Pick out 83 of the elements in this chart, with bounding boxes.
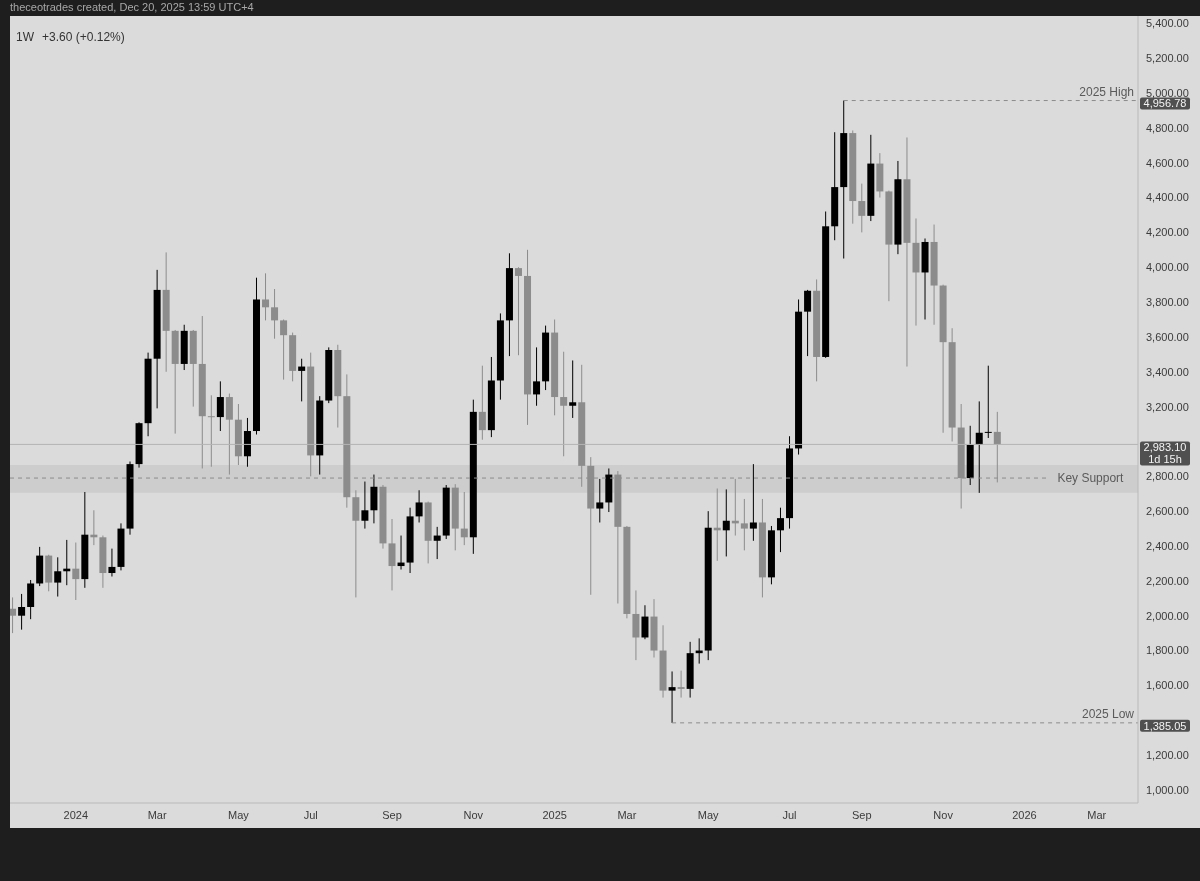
candlestick xyxy=(596,478,604,523)
ref-line-label: 2025 High xyxy=(1079,84,1134,99)
y-tick-label: 4,200.00 xyxy=(1146,226,1189,239)
y-tick-label: 3,200.00 xyxy=(1146,400,1189,413)
candlestick xyxy=(298,358,306,402)
x-tick-label: May xyxy=(228,808,250,821)
candlestick xyxy=(10,596,17,634)
ref-line-label: 2025 Low xyxy=(1081,706,1135,721)
y-tick-label: 3,400.00 xyxy=(1146,365,1189,378)
candlestick xyxy=(433,526,441,560)
x-tick-label: 2024 xyxy=(63,808,89,821)
text: theceotrades created, Dec 20, 2025 13:59 UTC+4 xyxy=(10,1,254,13)
candlestick xyxy=(388,518,396,591)
candlestick xyxy=(18,593,26,631)
y-tick-label: 2,000.00 xyxy=(1146,609,1189,622)
y-tick-label: 5,200.00 xyxy=(1146,52,1189,65)
x-tick-label: Jul xyxy=(782,808,797,821)
x-tick-label: 2025 xyxy=(542,808,567,821)
x-tick-label: Mar xyxy=(617,808,637,821)
candlestick xyxy=(108,548,116,577)
y-tick-label: 2,400.00 xyxy=(1146,539,1189,552)
candlestick xyxy=(984,365,992,439)
candlestick xyxy=(460,491,468,546)
candlestick xyxy=(975,400,983,494)
candlestick xyxy=(27,579,35,620)
candlestick xyxy=(641,604,649,640)
candlestick xyxy=(668,670,676,724)
y-tick-label: 2,200.00 xyxy=(1146,574,1189,587)
candlestick xyxy=(804,289,812,357)
candlestick xyxy=(262,272,270,321)
x-tick-label: Nov xyxy=(463,808,484,821)
y-tick-label: 5,400.00 xyxy=(1146,17,1189,30)
y-tick-label: 1,600.00 xyxy=(1146,679,1189,692)
y-tick-label: 1,385.05 xyxy=(1143,719,1187,732)
candlestick xyxy=(370,474,378,524)
x-tick-label: May xyxy=(697,808,720,821)
candlestick xyxy=(280,319,288,381)
x-tick-label: 2026 xyxy=(1012,808,1037,821)
x-tick-label: Nov xyxy=(933,808,954,821)
x-tick-label: Sep xyxy=(382,808,402,821)
candlestick xyxy=(225,393,233,476)
y-tick-label: 1,200.00 xyxy=(1146,748,1189,761)
x-tick-label: Mar xyxy=(147,808,167,821)
candlestick xyxy=(560,351,568,457)
candlestick xyxy=(569,359,577,419)
candlestick xyxy=(352,489,360,598)
x-tick-label: Mar xyxy=(1087,808,1107,821)
y-tick-label: 4,800.00 xyxy=(1146,121,1189,134)
candlestick xyxy=(740,498,748,551)
x-tick-label: Sep xyxy=(852,808,872,821)
candlestick xyxy=(207,394,215,468)
candlestick xyxy=(361,481,369,530)
text: +3.60 (+0.12%) xyxy=(42,30,125,44)
candlestick xyxy=(776,507,784,553)
candlestick xyxy=(478,365,486,441)
candlestick xyxy=(632,589,640,661)
ref-line-label: 1d 15h xyxy=(1148,453,1182,466)
y-tick-label: 3,600.00 xyxy=(1146,330,1189,343)
candlestick xyxy=(72,542,80,601)
candlestick xyxy=(722,488,730,557)
candlestick xyxy=(749,463,757,542)
candlestick xyxy=(858,183,866,233)
y-tick-label: 2,600.00 xyxy=(1146,505,1189,518)
y-tick-label: 4,600.00 xyxy=(1146,156,1189,169)
candlestick xyxy=(514,266,522,356)
y-tick-label: 5,000.00 xyxy=(1146,86,1189,99)
candlestick xyxy=(216,380,224,432)
candlestick xyxy=(271,288,279,340)
y-tick-label: 1,800.00 xyxy=(1146,644,1189,657)
y-tick-label: 3,800.00 xyxy=(1146,295,1189,308)
y-tick-label: 4,956.78 xyxy=(1143,97,1187,110)
y-tick-label: 2,983.10 xyxy=(1143,441,1187,454)
ref-line-label: Key Support xyxy=(1057,471,1125,486)
candlestick xyxy=(533,346,541,407)
candlestick xyxy=(677,670,685,699)
y-tick-label: 2,800.00 xyxy=(1146,470,1189,483)
y-tick-label: 1,000.00 xyxy=(1146,783,1189,796)
y-tick-label: 4,400.00 xyxy=(1146,191,1189,204)
candlestick xyxy=(415,489,423,523)
y-tick-label: 4,000.00 xyxy=(1146,261,1189,274)
x-tick-label: Jul xyxy=(303,808,318,821)
candlestick xyxy=(54,556,62,598)
text: 1W xyxy=(16,30,34,44)
